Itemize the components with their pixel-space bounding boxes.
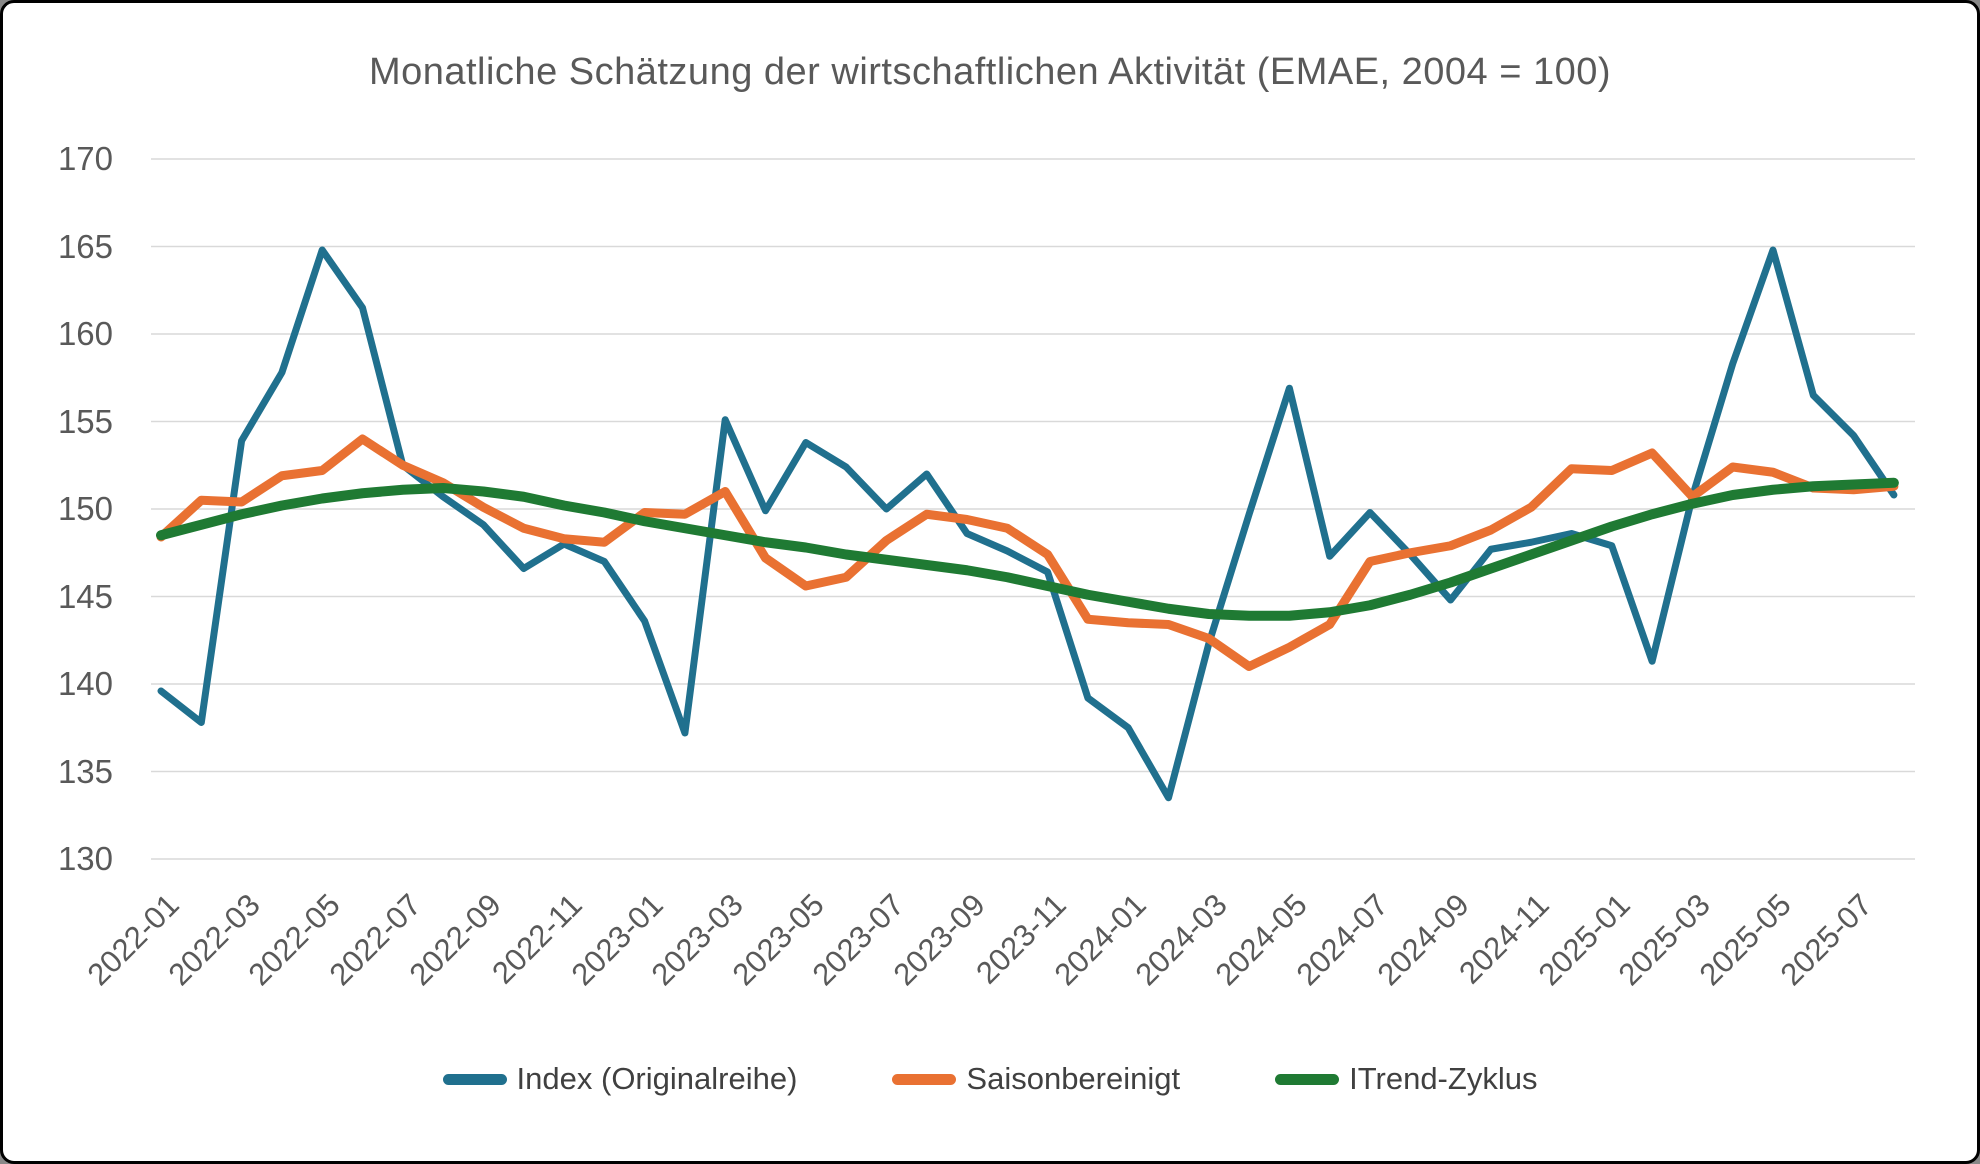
y-axis-label: 170 bbox=[57, 140, 113, 177]
y-axis-label: 145 bbox=[57, 577, 113, 615]
legend: Index (Originalreihe) Saisonbereinigt IT… bbox=[3, 1061, 1977, 1097]
series-line-saisonbereinigt bbox=[156, 434, 1899, 671]
y-axis-label: 150 bbox=[57, 490, 113, 527]
legend-label-saisonbereinigt: Saisonbereinigt bbox=[966, 1061, 1181, 1096]
legend-swatch-saisonbereinigt bbox=[892, 1073, 957, 1085]
chart-title: Monatliche Schätzung der wirtschaftliche… bbox=[368, 51, 1612, 93]
series-line-itrend-zyklus bbox=[156, 477, 1899, 621]
y-axis-label: 140 bbox=[57, 665, 113, 702]
legend-item-index: Index (Originalreihe) bbox=[442, 1061, 798, 1097]
legend-item-saisonbereinigt: Saisonbereinigt bbox=[892, 1061, 1180, 1097]
legend-item-trend-zyklus: ITrend-Zyklus bbox=[1275, 1061, 1537, 1097]
legend-label-trend-zyklus: ITrend-Zyklus bbox=[1349, 1061, 1538, 1096]
plot-area bbox=[151, 158, 1915, 860]
legend-label-index: Index (Originalreihe) bbox=[516, 1061, 798, 1096]
y-axis-label: 135 bbox=[57, 752, 113, 790]
y-axis-label: 155 bbox=[57, 402, 113, 440]
legend-swatch-index bbox=[442, 1073, 507, 1085]
y-axis-label: 165 bbox=[57, 227, 113, 265]
y-axis-label: 160 bbox=[57, 315, 113, 352]
legend-swatch-trend-zyklus bbox=[1275, 1073, 1340, 1085]
y-axis-label: 130 bbox=[57, 840, 113, 877]
series-line-index-originalreihe- bbox=[157, 246, 1898, 802]
